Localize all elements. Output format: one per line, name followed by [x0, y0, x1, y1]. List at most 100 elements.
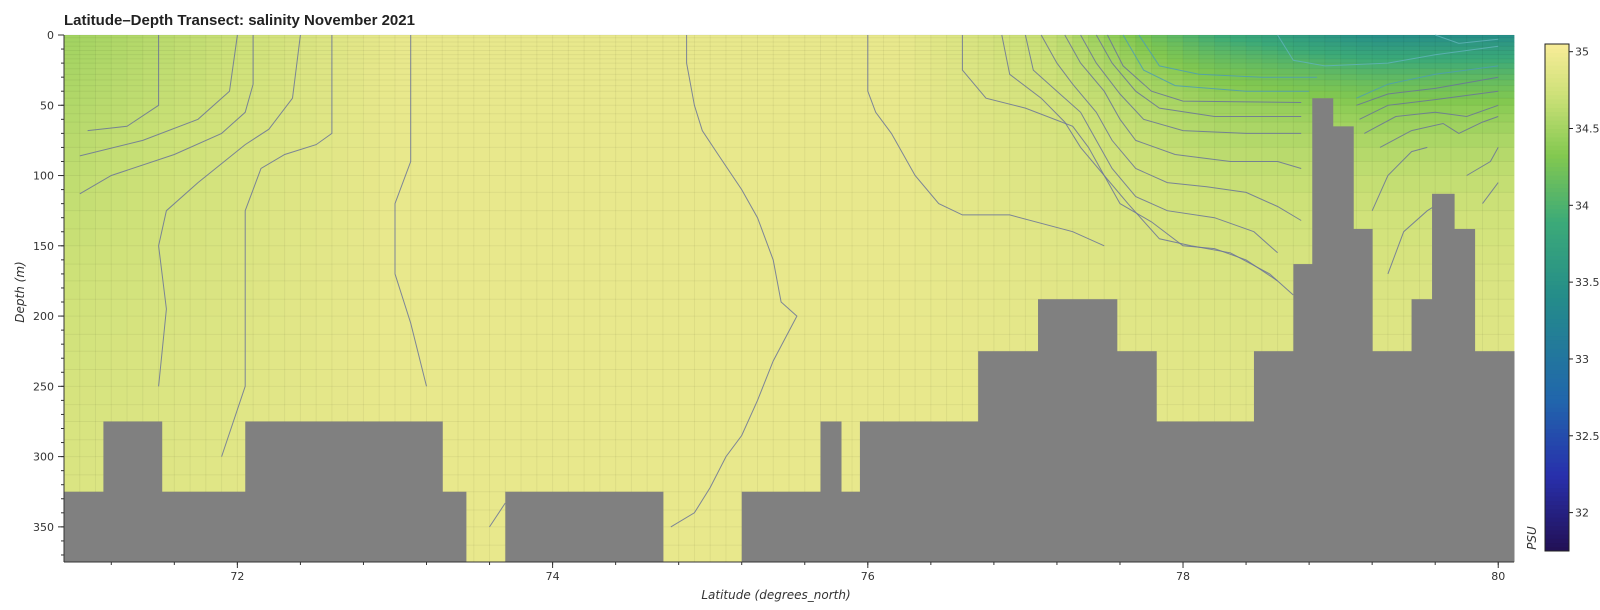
heat-cell: [1435, 79, 1452, 86]
heat-cell: [1435, 175, 1452, 193]
heat-cell: [1183, 58, 1200, 64]
heat-cell: [1230, 46, 1247, 51]
heat-cell: [253, 46, 270, 51]
heat-cell: [631, 35, 648, 39]
heat-cell: [394, 105, 412, 115]
heat-cell: [127, 228, 144, 247]
heat-cell: [552, 192, 569, 212]
heat-cell: [1183, 42, 1200, 47]
heat-cell: [899, 74, 916, 81]
heat-cell: [1151, 91, 1168, 99]
heat-cell: [205, 35, 223, 39]
heat-cell: [978, 58, 995, 64]
heat-cell: [142, 122, 159, 134]
heat-cell: [426, 35, 443, 39]
heat-cell: [1230, 351, 1247, 370]
heat-cell: [1403, 91, 1420, 99]
heat-cell: [1056, 210, 1074, 230]
heat-cell: [1356, 74, 1373, 81]
heat-cell: [678, 421, 695, 441]
heat-cell: [867, 35, 884, 39]
heat-cell: [1167, 63, 1184, 70]
heat-cell: [1482, 147, 1499, 162]
heat-cell: [1198, 50, 1215, 56]
heat-cell: [1198, 404, 1215, 422]
heat-cell: [1261, 35, 1278, 39]
heat-cell: [64, 79, 81, 86]
heat-cell: [946, 35, 963, 39]
heat-cell: [442, 58, 459, 64]
colorbar-swatch: [1545, 115, 1569, 121]
heat-cell: [1498, 68, 1515, 75]
heat-cell: [1009, 37, 1026, 43]
heat-cell: [615, 54, 632, 60]
heat-cell: [79, 316, 96, 335]
heat-cell: [1230, 85, 1247, 92]
heat-cell: [584, 42, 601, 47]
heat-cell: [584, 105, 601, 115]
heat-cell: [1356, 192, 1373, 212]
heat-cell: [789, 334, 806, 352]
heat-cell: [142, 63, 159, 70]
heat-cell: [221, 46, 238, 51]
heat-cell: [221, 316, 238, 335]
heat-cell: [962, 245, 979, 265]
heat-cell: [158, 316, 175, 335]
heat-cell: [1246, 175, 1263, 193]
heat-cell: [458, 46, 475, 51]
heat-cell: [1167, 192, 1184, 212]
heat-cell: [741, 369, 758, 387]
heat-cell: [678, 245, 695, 265]
colorbar-swatch: [1545, 496, 1569, 501]
heat-cell: [79, 46, 96, 51]
heat-cell: [1466, 133, 1483, 148]
heat-cell: [662, 264, 680, 282]
heat-cell: [710, 58, 727, 64]
heat-cell: [1088, 280, 1105, 300]
heat-cell: [1056, 161, 1074, 176]
heat-cell: [867, 63, 884, 70]
heat-cell: [505, 63, 522, 70]
heat-cell: [521, 105, 538, 115]
heat-cell: [899, 113, 916, 123]
heat-cell: [1151, 105, 1168, 115]
heat-cell: [1277, 334, 1294, 352]
heat-cell: [284, 85, 301, 92]
heat-cell: [1403, 35, 1420, 39]
heat-cell: [1293, 133, 1310, 148]
heat-cell: [284, 369, 301, 387]
contour-line: [1001, 34, 1294, 296]
heat-cell: [930, 46, 948, 51]
heat-cell: [442, 50, 459, 56]
heat-cell: [521, 439, 538, 457]
heat-cell: [190, 113, 207, 123]
heat-cell: [1183, 334, 1200, 352]
heat-cell: [552, 299, 569, 317]
heat-cell: [458, 147, 475, 162]
heat-cell: [1340, 58, 1357, 64]
heat-cell: [1498, 122, 1515, 134]
heat-cell: [773, 91, 790, 99]
heat-cell: [962, 334, 979, 352]
heat-cell: [678, 474, 695, 493]
heat-cell: [363, 68, 380, 75]
heat-cell: [284, 133, 301, 148]
heat-cell: [95, 299, 112, 317]
heat-cell: [599, 63, 617, 70]
heat-cell: [1419, 79, 1436, 86]
heat-cell: [253, 113, 270, 123]
heat-cell: [158, 404, 175, 422]
x-tick-label: 80: [1491, 570, 1505, 583]
heat-cell: [1372, 122, 1389, 134]
heat-cell: [410, 58, 427, 64]
heat-cell: [678, 264, 695, 282]
heat-cell: [253, 299, 270, 317]
heat-cell: [79, 74, 96, 81]
heat-cell: [710, 192, 727, 212]
heat-cell: [253, 35, 270, 39]
heat-cell: [410, 122, 427, 134]
heat-cell: [552, 50, 569, 56]
heat-cell: [993, 133, 1011, 148]
heat-cell: [127, 113, 144, 123]
heat-cell: [930, 58, 948, 64]
